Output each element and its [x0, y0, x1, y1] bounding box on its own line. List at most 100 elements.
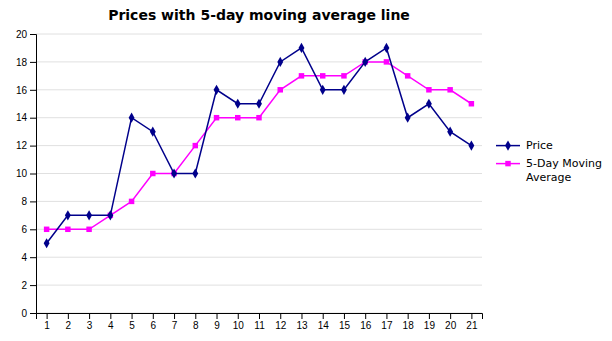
grid-line	[36, 61, 482, 62]
x-tick-mark	[132, 313, 133, 319]
series-marker	[65, 227, 70, 232]
y-tick-label: 4	[21, 252, 27, 263]
y-tick-label: 0	[21, 308, 27, 319]
series-marker	[256, 99, 262, 109]
series-marker	[277, 87, 282, 92]
series-marker	[299, 73, 304, 78]
x-tick: 19	[424, 313, 436, 331]
y-tick-label: 6	[21, 224, 27, 235]
x-tick: 10	[233, 313, 245, 331]
grid-line	[36, 201, 482, 202]
x-tick-mark	[344, 313, 345, 319]
y-tick: 6	[21, 224, 36, 235]
chart: 1234567891011121314151617181920210246810…	[0, 0, 612, 341]
legend-item: 5-Day MovingAverage	[496, 157, 602, 183]
x-tick-label: 16	[360, 320, 372, 331]
series-marker	[299, 43, 305, 53]
series-marker	[383, 43, 389, 53]
x-axis-line	[37, 314, 483, 320]
grid-line	[36, 89, 482, 90]
x-tick-label: 11	[254, 320, 265, 331]
series-marker	[426, 99, 432, 109]
series-marker	[320, 73, 325, 78]
series-marker	[86, 227, 91, 232]
series-marker	[150, 171, 155, 176]
x-tick-mark	[47, 313, 48, 319]
x-tick: 1	[44, 313, 50, 331]
x-tick: 15	[339, 313, 351, 331]
series-marker	[192, 168, 198, 178]
y-tick-mark	[30, 174, 36, 175]
series	[44, 43, 475, 248]
x-tick: 16	[360, 313, 372, 331]
series-marker	[447, 87, 452, 92]
y-tick-label: 14	[16, 112, 28, 123]
y-tick-mark	[30, 257, 36, 258]
series-marker	[107, 210, 113, 220]
y-tick-label: 20	[16, 29, 28, 40]
x-tick: 21	[466, 313, 478, 331]
series-marker	[384, 59, 389, 64]
x-tick-mark	[89, 313, 90, 319]
x-tick-label: 15	[339, 320, 351, 331]
x-tick-label: 1	[44, 320, 50, 331]
y-tick-mark	[30, 62, 36, 63]
series-marker	[405, 113, 411, 123]
series-marker	[44, 238, 50, 248]
y-tick: 8	[21, 196, 36, 207]
series-line	[47, 62, 472, 229]
y-tick-label: 8	[21, 196, 27, 207]
legend-item: Price	[496, 139, 553, 152]
x-tick-mark	[323, 313, 324, 319]
x-tick: 12	[275, 313, 287, 331]
series-marker	[235, 115, 240, 120]
series-marker	[447, 127, 453, 137]
x-tick: 14	[318, 313, 330, 331]
legend-label: Price	[526, 139, 553, 152]
x-axis: 123456789101112131415161718192021	[37, 313, 483, 331]
y-tick-mark	[30, 118, 36, 119]
grid-line	[36, 145, 482, 146]
marks	[44, 43, 475, 248]
series-marker	[86, 210, 92, 220]
series-marker	[468, 141, 474, 151]
x-tick: 6	[151, 313, 157, 331]
series-marker	[214, 85, 220, 95]
x-tick: 3	[87, 313, 93, 331]
y-tick: 16	[16, 85, 36, 96]
series-marker	[235, 99, 241, 109]
series	[44, 59, 474, 232]
series-marker	[129, 113, 135, 123]
legend-label: 5-Day MovingAverage	[526, 157, 602, 183]
y-tick: 18	[16, 57, 36, 68]
x-tick-mark	[280, 313, 281, 319]
y-tick-mark	[30, 313, 36, 314]
series-marker	[171, 168, 177, 178]
y-axis: 02468101214161820	[16, 29, 37, 319]
x-tick-label: 2	[66, 320, 72, 331]
series-marker	[193, 143, 198, 148]
y-tick-label: 18	[16, 57, 28, 68]
plot: 1234567891011121314151617181920210246810…	[16, 29, 483, 331]
x-tick-label: 17	[381, 320, 393, 331]
x-tick-mark	[471, 313, 472, 319]
x-tick: 4	[108, 313, 114, 331]
grid-line	[36, 285, 482, 286]
y-tick-mark	[30, 146, 36, 147]
legend-label-line: 5-Day Moving	[526, 157, 602, 170]
x-tick-label: 18	[403, 320, 415, 331]
grid-line	[36, 257, 482, 258]
x-tick-label: 12	[275, 320, 287, 331]
title: Prices with 5-day moving average line	[108, 7, 410, 23]
x-tick-label: 6	[151, 320, 157, 331]
x-tick-label: 3	[87, 320, 93, 331]
y-tick-mark	[30, 285, 36, 286]
series-marker	[320, 85, 326, 95]
series-marker	[341, 73, 346, 78]
x-tick: 7	[172, 313, 178, 331]
y-tick: 12	[16, 140, 36, 151]
series-marker	[129, 199, 134, 204]
x-tick-label: 21	[466, 320, 478, 331]
y-tick-label: 12	[16, 140, 28, 151]
legend-marker	[505, 161, 510, 166]
